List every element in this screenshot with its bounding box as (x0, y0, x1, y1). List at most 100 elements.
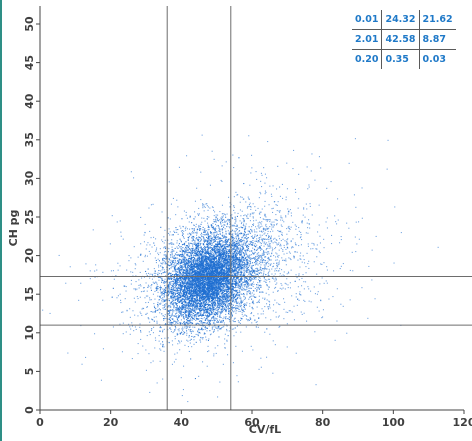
scatter-point (252, 308, 254, 310)
scatter-point (195, 223, 197, 225)
scatter-point (175, 309, 177, 311)
scatter-point (190, 303, 192, 305)
scatter-point (177, 260, 179, 262)
scatter-point (226, 257, 228, 259)
scatter-point (202, 269, 204, 271)
scatter-point (175, 313, 177, 315)
scatter-point (212, 267, 214, 269)
scatter-point (225, 238, 227, 240)
scatter-point (179, 288, 181, 290)
scatter-point (238, 256, 240, 258)
scatter-point (276, 204, 278, 206)
scatter-point (175, 283, 177, 285)
scatter-point (200, 223, 202, 225)
scatter-point (154, 282, 156, 284)
scatter-point (248, 319, 250, 321)
scatter-point (195, 309, 197, 311)
scatter-point (162, 378, 164, 380)
scatter-point (227, 272, 229, 274)
scatter-point (219, 249, 221, 251)
scatter-point (197, 246, 199, 248)
scatter-point (172, 304, 174, 306)
scatter-point (169, 291, 171, 293)
scatter-point (228, 293, 230, 295)
scatter-point (245, 240, 247, 242)
scatter-point (295, 293, 297, 295)
scatter-point (221, 252, 223, 254)
scatter-point (204, 247, 206, 249)
scatter-point (136, 296, 138, 298)
scatter-point (227, 259, 229, 261)
scatter-point (241, 265, 243, 267)
scatter-point (168, 298, 170, 300)
scatter-point (243, 270, 245, 272)
scatter-point (215, 309, 217, 311)
scatter-point (250, 293, 252, 295)
scatter-point (255, 296, 257, 298)
scatter-point (210, 252, 212, 254)
scatter-point (219, 211, 221, 213)
scatter-point (235, 345, 237, 347)
scatter-point (274, 299, 276, 301)
scatter-point (198, 251, 200, 253)
scatter-point (258, 255, 260, 257)
scatter-point (194, 250, 196, 252)
scatter-point (227, 253, 229, 255)
scatter-point (208, 238, 210, 240)
scatter-point (186, 307, 188, 309)
scatter-point (224, 343, 226, 345)
scatter-point (156, 382, 158, 384)
scatter-point (226, 269, 228, 271)
scatter-point (212, 249, 214, 251)
scatter-point (252, 270, 254, 272)
scatter-point (206, 290, 208, 292)
scatter-point (246, 246, 248, 248)
scatter-point (204, 303, 206, 305)
scatter-point (234, 212, 236, 214)
scatter-point (194, 270, 196, 272)
scatter-point (102, 299, 104, 301)
scatter-point (249, 244, 251, 246)
scatter-point (277, 290, 279, 292)
scatter-point (220, 285, 222, 287)
scatter-point (196, 312, 198, 314)
scatter-point (195, 308, 197, 310)
scatter-point (173, 307, 175, 309)
scatter-point (175, 269, 177, 271)
scatter-point (258, 286, 260, 288)
scatter-point (222, 244, 224, 246)
scatter-point (214, 261, 216, 263)
scatter-point (274, 287, 276, 289)
scatter-point (276, 282, 278, 284)
scatter-point (266, 177, 268, 179)
scatter-point (222, 326, 224, 328)
scatter-point (307, 286, 309, 288)
scatter-point (268, 263, 270, 265)
scatter-point (342, 263, 344, 265)
scatter-point (244, 264, 246, 266)
scatter-point (303, 312, 305, 314)
scatter-point (191, 237, 193, 239)
scatter-point (173, 282, 175, 284)
scatter-point (237, 295, 239, 297)
scatter-point (245, 244, 247, 246)
scatter-point (208, 350, 210, 352)
scatter-point (189, 216, 191, 218)
scatter-point (187, 302, 189, 304)
scatter-point (135, 328, 137, 330)
scatter-point (200, 304, 202, 306)
scatter-point (255, 268, 257, 270)
scatter-point (250, 228, 252, 230)
scatter-point (194, 326, 196, 328)
scatter-point (96, 269, 98, 271)
scatter-point (231, 260, 233, 262)
scatter-point (257, 287, 259, 289)
scatter-point (202, 301, 204, 303)
scatter-point (167, 277, 169, 279)
scatter-point (254, 271, 256, 273)
scatter-point (224, 213, 226, 215)
scatter-point (212, 331, 214, 333)
scatter-point (222, 241, 224, 243)
scatter-point (250, 206, 252, 208)
scatter-point (237, 261, 239, 263)
